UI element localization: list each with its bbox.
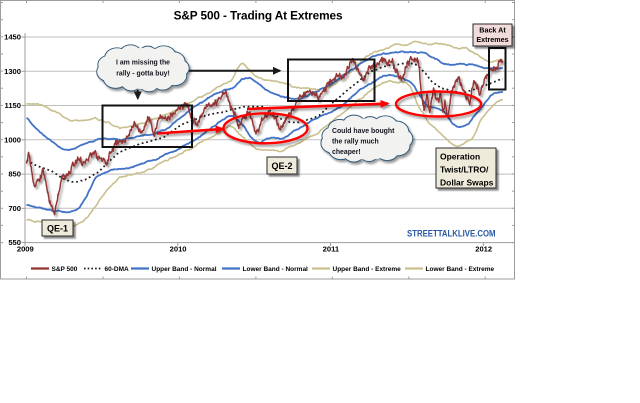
svg-text:Dollar Swaps: Dollar Swaps xyxy=(440,178,494,188)
svg-text:Could have bought: Could have bought xyxy=(332,128,395,135)
svg-text:the rally much: the rally much xyxy=(332,139,379,146)
svg-text:STREETTALKLIVE.COM: STREETTALKLIVE.COM xyxy=(407,229,496,239)
svg-text:700: 700 xyxy=(8,204,21,213)
svg-text:1000: 1000 xyxy=(4,135,21,144)
svg-text:Back At: Back At xyxy=(479,26,506,35)
svg-text:cheaper!: cheaper! xyxy=(332,149,361,156)
svg-text:rally - gotta buy!: rally - gotta buy! xyxy=(116,71,170,78)
svg-text:1450: 1450 xyxy=(4,33,21,42)
svg-text:2012: 2012 xyxy=(475,245,492,254)
svg-text:S&P 500: S&P 500 xyxy=(52,266,78,273)
svg-text:I am missing the: I am missing the xyxy=(116,60,170,67)
svg-text:QE-1: QE-1 xyxy=(47,224,68,234)
svg-text:2010: 2010 xyxy=(170,245,187,254)
svg-text:550: 550 xyxy=(8,238,21,247)
svg-text:Operation: Operation xyxy=(440,152,480,162)
svg-text:Upper Band - Extreme: Upper Band - Extreme xyxy=(333,266,402,273)
svg-text:2011: 2011 xyxy=(323,245,340,254)
svg-text:Twist/LTRO/: Twist/LTRO/ xyxy=(440,165,489,175)
svg-text:Lower Band - Normal: Lower Band - Normal xyxy=(243,266,309,273)
svg-text:Upper Band - Normal: Upper Band - Normal xyxy=(152,266,217,273)
svg-text:60-DMA: 60-DMA xyxy=(105,266,130,273)
svg-text:850: 850 xyxy=(8,170,21,179)
svg-text:S&P 500 - Trading At Extremes: S&P 500 - Trading At Extremes xyxy=(174,9,343,23)
svg-text:QE-2: QE-2 xyxy=(271,161,292,171)
svg-text:1300: 1300 xyxy=(4,67,21,76)
svg-text:1150: 1150 xyxy=(5,101,21,110)
svg-text:Lower Band - Extreme: Lower Band - Extreme xyxy=(426,266,495,273)
svg-text:Extremes: Extremes xyxy=(476,35,508,44)
svg-text:2009: 2009 xyxy=(17,245,34,254)
